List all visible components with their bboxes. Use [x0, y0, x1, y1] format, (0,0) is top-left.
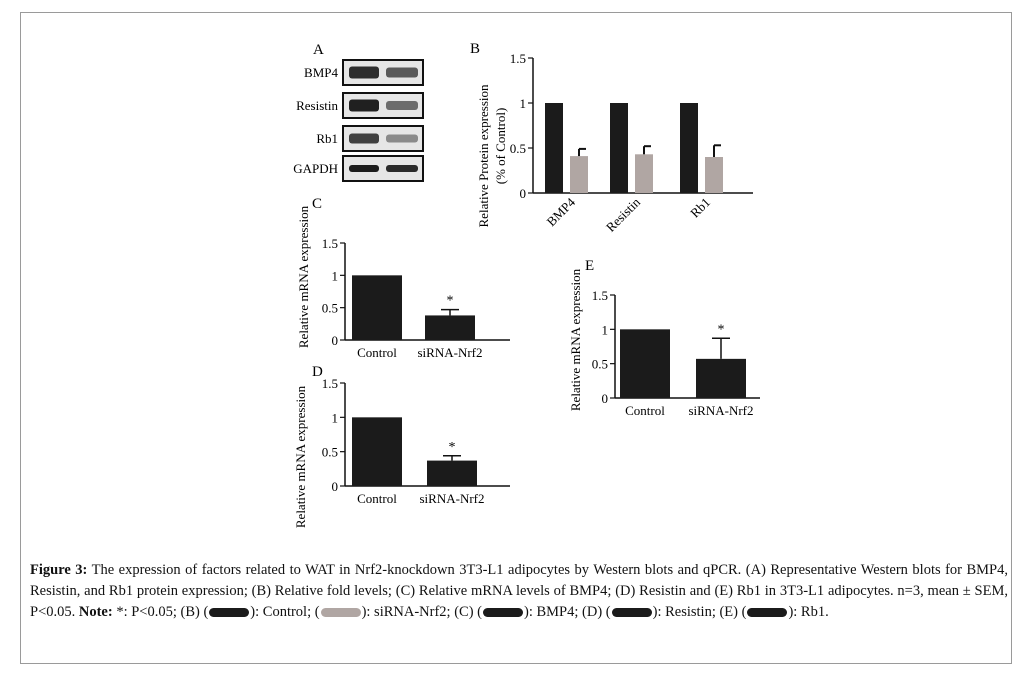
- caption-text: The expression of factors related to WAT…: [30, 562, 1008, 620]
- resistin-mrna-bar-chart: D 0 0.5 1 1.5 Control * siRNA-Nrf2 Relative mRNA…: [293, 364, 510, 528]
- panel-label: A: [313, 42, 324, 58]
- blot-row-label: Rb1: [316, 131, 338, 146]
- bar: [352, 275, 402, 340]
- y-tick-label: 1: [332, 268, 339, 283]
- significance-marker: *: [449, 440, 456, 455]
- bar: [427, 460, 477, 486]
- protein-bar-chart: B 0 0.5 1 1.5 BMP4 Resistin Rb1 Relative Protein…: [470, 41, 753, 235]
- x-tick-label: Resistin: [603, 194, 644, 235]
- bar-sirna: [570, 156, 588, 193]
- bar-sirna: [705, 157, 723, 193]
- blot-band-sirna: [386, 165, 418, 172]
- y-tick-label: 0.5: [322, 445, 338, 460]
- caption-note-text: ): Rb1.: [788, 604, 829, 620]
- bmp4-swatch: [483, 608, 523, 618]
- panel-label: E: [585, 258, 594, 274]
- blot-row-label: Resistin: [296, 98, 338, 113]
- bmp4-mrna-bar-chart: C 0 0.5 1 1.5 Control * siRNA-Nrf2 Relative mRNA…: [296, 196, 510, 360]
- figure-frame: [20, 12, 1012, 664]
- caption-note-text: ): Resistin; (E) (: [652, 604, 747, 620]
- x-tick-label: Control: [625, 403, 665, 418]
- blot-band-control: [349, 66, 379, 79]
- caption-note-text: ): Control; (: [250, 604, 320, 620]
- caption-note-text: *: P<0.05; (B) (: [112, 604, 209, 620]
- significance-marker: *: [447, 294, 454, 309]
- control-swatch: [209, 608, 250, 618]
- blot-band-control: [349, 99, 379, 112]
- y-tick-label: 1: [520, 96, 527, 111]
- panel-label: C: [312, 196, 322, 212]
- x-tick-label: siRNA-Nrf2: [689, 403, 754, 418]
- y-tick-label: 1.5: [322, 236, 338, 251]
- bar-control: [545, 103, 563, 193]
- blot-band-sirna: [386, 101, 418, 110]
- blot-band-control: [349, 133, 379, 144]
- bar-sirna: [635, 154, 653, 193]
- bar-control: [680, 103, 698, 193]
- bar-control: [610, 103, 628, 193]
- x-tick-label: Control: [357, 491, 397, 506]
- panel-b-chart: B 0 0.5 1 1.5 BMP4 Resistin Rb1 Relative Protein…: [470, 38, 760, 253]
- y-tick-label: 0.5: [510, 141, 526, 156]
- blot-band-sirna: [386, 67, 418, 78]
- blot-row-label: BMP4: [304, 65, 338, 80]
- panel-a-western-blot: A BMP4 Resistin Rb1 GAPDH: [273, 38, 428, 188]
- x-tick-label: siRNA-Nrf2: [420, 491, 485, 506]
- y-tick-label: 0.5: [322, 301, 338, 316]
- y-axis-label: Relative mRNA expression: [296, 205, 311, 348]
- figure-caption: Figure 3: The expression of factors rela…: [30, 560, 1008, 623]
- panel-label: D: [312, 364, 323, 380]
- note-label: Note:: [78, 604, 113, 620]
- x-tick-label: Rb1: [687, 195, 713, 221]
- y-tick-label: 0.5: [592, 357, 608, 372]
- y-tick-label: 1: [332, 410, 339, 425]
- y-tick-label: 0: [332, 479, 339, 494]
- y-tick-label: 0: [520, 186, 527, 201]
- y-axis-label: Relative mRNA expression: [568, 268, 583, 411]
- figure-label: Figure 3:: [30, 562, 88, 578]
- bar: [352, 417, 402, 486]
- western-blot-svg: A BMP4 Resistin Rb1 GAPDH: [293, 42, 424, 182]
- significance-marker: *: [718, 322, 725, 337]
- rb1-mrna-bar-chart: E 0 0.5 1 1.5 Control * siRNA-Nrf2 Relative mRNA…: [568, 258, 760, 418]
- panel-d-chart: D 0 0.5 1 1.5 Control * siRNA-Nrf2 Relative mRNA…: [290, 360, 515, 530]
- panel-e-chart: E 0 0.5 1 1.5 Control * siRNA-Nrf2 Relative mRNA…: [565, 253, 765, 428]
- rb1-swatch: [747, 608, 788, 618]
- y-axis-label: (% of Control): [493, 108, 508, 185]
- blot-band-control: [349, 165, 379, 172]
- bar: [425, 315, 475, 340]
- y-axis-label: Relative mRNA expression: [293, 385, 308, 528]
- caption-note-text: ): BMP4; (D) (: [524, 604, 611, 620]
- y-axis-label: Relative Protein expression: [476, 84, 491, 227]
- resistin-swatch: [611, 608, 652, 618]
- y-tick-label: 1: [602, 322, 609, 337]
- sirna-swatch: [320, 608, 361, 618]
- caption-note-text: ): siRNA-Nrf2; (C) (: [361, 604, 482, 620]
- y-tick-label: 1.5: [510, 51, 526, 66]
- y-tick-label: 0: [602, 391, 609, 406]
- x-tick-label: siRNA-Nrf2: [418, 345, 483, 360]
- panel-c-chart: C 0 0.5 1 1.5 Control * siRNA-Nrf2 Relative mRNA…: [290, 190, 515, 365]
- panel-label: B: [470, 41, 480, 57]
- y-tick-label: 1.5: [322, 376, 338, 391]
- bar: [696, 358, 746, 398]
- x-tick-label: Control: [357, 345, 397, 360]
- y-tick-label: 0: [332, 333, 339, 348]
- bar: [620, 329, 670, 398]
- x-tick-label: BMP4: [543, 194, 578, 229]
- blot-band-sirna: [386, 134, 418, 143]
- y-tick-label: 1.5: [592, 288, 608, 303]
- blot-row-label: GAPDH: [293, 161, 338, 176]
